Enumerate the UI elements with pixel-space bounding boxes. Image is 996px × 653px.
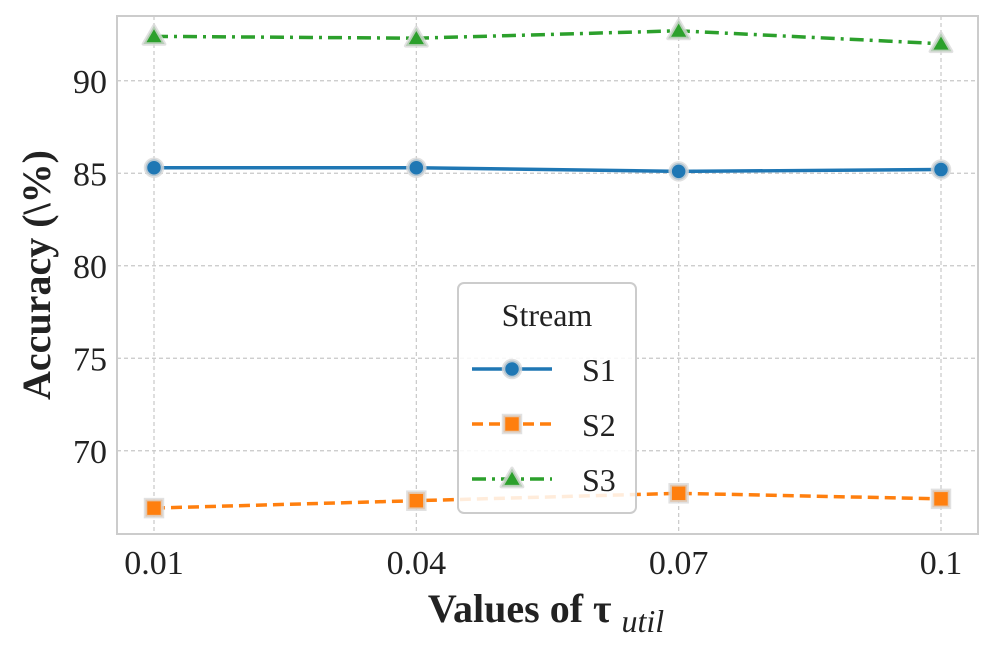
series-line-s3 — [153, 29, 942, 46]
data-point-s3 — [928, 31, 954, 54]
legend-label: S1 — [582, 352, 616, 388]
data-point-s1 — [143, 157, 165, 178]
tick-labels: 0.01 0.04 0.07 0.1 70 75 80 85 90 — [73, 64, 962, 582]
legend-entry-s2: S2 — [472, 407, 616, 443]
y-axis-title: Accuracy (\%) — [14, 150, 59, 400]
series-s1 — [143, 157, 952, 182]
legend-label: S2 — [582, 407, 616, 443]
series-s3 — [141, 18, 954, 54]
data-point-s1 — [406, 157, 427, 178]
x-axis-title-main: Values of τ — [428, 586, 612, 631]
legend-title: Stream — [502, 297, 593, 333]
series-layer — [141, 18, 954, 519]
y-tick-label: 70 — [73, 434, 107, 471]
x-tick-label: 0.04 — [387, 545, 447, 582]
data-point-s2 — [930, 488, 952, 510]
y-tick-label: 80 — [73, 249, 107, 286]
legend-marker — [501, 358, 523, 380]
series-line-s1 — [154, 165, 942, 174]
data-point-s2 — [406, 490, 427, 511]
legend-entry-s3: S3 — [472, 462, 616, 498]
legend-label: S3 — [582, 462, 616, 498]
data-point-s2 — [668, 483, 689, 504]
data-point-s3 — [141, 23, 167, 46]
data-point-s3 — [403, 25, 429, 48]
legend-entry-s1: S1 — [472, 352, 616, 388]
data-point-s3 — [666, 18, 692, 41]
y-tick-label: 75 — [73, 341, 107, 378]
legend: Stream S1 S2 S3 — [457, 282, 637, 514]
y-tick-label: 90 — [73, 64, 107, 101]
legend-frame — [457, 282, 637, 514]
data-point-s2 — [143, 497, 165, 519]
data-point-s1 — [668, 161, 689, 182]
x-axis-title: Values of τ util — [428, 586, 664, 639]
x-tick-label: 0.07 — [649, 545, 709, 582]
legend-entries: S1 S2 S3 — [472, 352, 616, 498]
legend-marker — [501, 413, 523, 435]
legend-marker — [499, 466, 525, 489]
x-axis-title-subscript: util — [621, 603, 664, 639]
x-tick-label: 0.01 — [124, 545, 184, 582]
data-point-s1 — [930, 159, 952, 180]
y-tick-label: 85 — [73, 156, 107, 193]
plot-frame — [116, 15, 979, 535]
x-tick-label: 0.1 — [920, 545, 963, 582]
